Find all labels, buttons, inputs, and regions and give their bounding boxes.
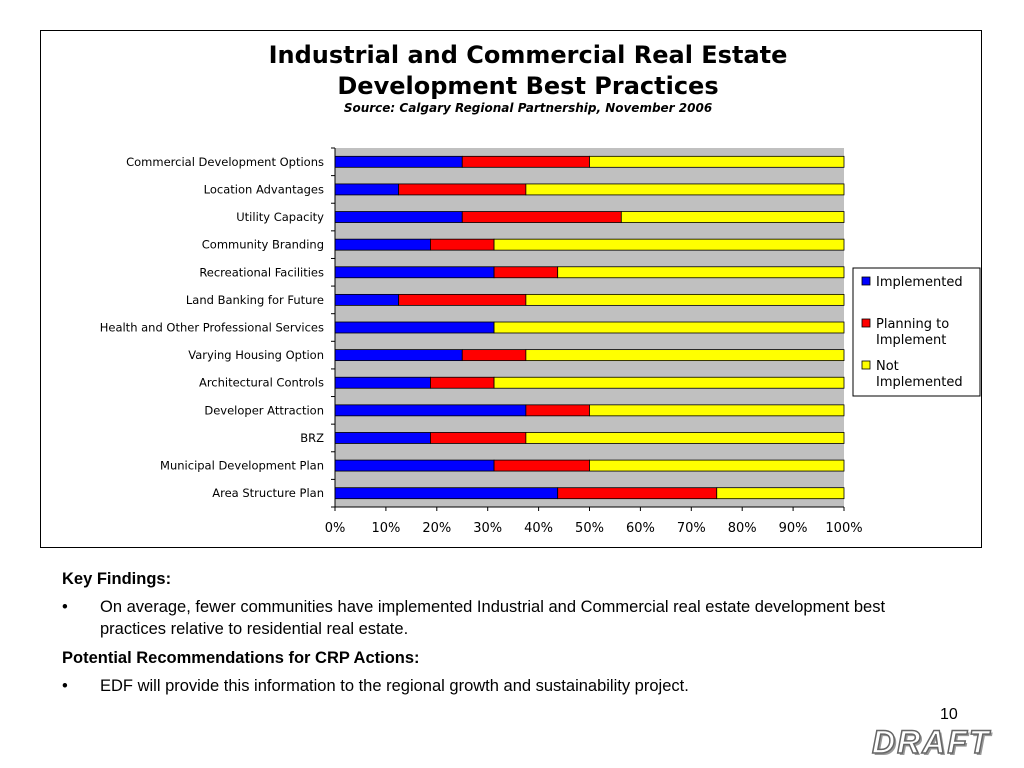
bar-segment <box>334 432 431 444</box>
category-label: Community Branding <box>202 238 324 252</box>
x-tick-label: 20% <box>422 521 451 536</box>
bar-segment <box>493 376 845 389</box>
bar-segment <box>398 183 527 196</box>
key-findings-heading: Key Findings: <box>62 570 172 588</box>
category-label: Municipal Development Plan <box>160 459 324 473</box>
bar-segment <box>525 349 845 362</box>
bullet-icon: • <box>62 677 68 695</box>
legend-label: Implemented <box>876 275 963 290</box>
recommendations-heading: Potential Recommendations for CRP Action… <box>62 649 420 667</box>
bar-segment <box>461 211 622 223</box>
legend-swatch <box>861 360 871 370</box>
x-tick-labels: 0% 10% 20% 30% 40% 50% 60% 70% 80% 90% 100% <box>325 521 863 536</box>
category-label: Land Banking for Future <box>186 293 324 307</box>
x-tick-label: 30% <box>473 521 502 536</box>
key-finding-text: On average, fewer communities have imple… <box>100 598 886 638</box>
bar-segment <box>525 404 590 417</box>
category-labels: Commercial Development Options Location A… <box>100 155 324 500</box>
category-label: Location Advantages <box>204 182 324 196</box>
chart-title: Industrial and Commercial Real Estate Dev… <box>269 41 788 100</box>
recommendation-item: • EDF will provide this information to t… <box>62 675 942 697</box>
bar-segment <box>525 293 845 306</box>
x-tick-label: 60% <box>626 521 655 536</box>
bar-segment <box>334 155 463 168</box>
bar-segment <box>334 211 463 223</box>
bar-segment <box>461 349 527 362</box>
bar-segment <box>493 266 559 279</box>
bar-segment <box>430 238 495 251</box>
legend-box <box>852 267 981 397</box>
axes <box>331 147 845 511</box>
legend-swatch <box>861 318 871 328</box>
category-label: Commercial Development Options <box>126 155 324 169</box>
x-tick-label: 100% <box>825 521 862 536</box>
bar-segment <box>525 183 845 196</box>
legend-label: Not <box>876 359 899 374</box>
bar-segment <box>334 321 495 334</box>
chart-title-line: Development Best Practices <box>337 72 718 100</box>
category-label: Architectural Controls <box>199 376 324 390</box>
x-tick-label: 50% <box>575 521 604 536</box>
draft-stamp: DRAFT <box>871 723 991 761</box>
x-tick-label: 0% <box>325 521 346 536</box>
category-label: BRZ <box>300 431 324 445</box>
bar-segment <box>398 293 527 306</box>
bar-segment <box>716 487 845 500</box>
bar-segment <box>620 211 845 223</box>
bar-marks <box>334 155 845 500</box>
category-label: Developer Attraction <box>204 403 324 417</box>
bar-segment <box>589 404 845 417</box>
bar-segment <box>334 183 400 196</box>
x-tick-label: 80% <box>728 521 757 536</box>
category-label: Varying Housing Option <box>188 348 324 362</box>
page-number: 10 <box>940 706 958 723</box>
legend-label: Implemented <box>876 375 963 390</box>
legend-swatch <box>861 276 871 286</box>
x-tick-label: 70% <box>677 521 706 536</box>
bar-segment <box>493 321 845 334</box>
bar-segment <box>334 487 559 500</box>
bar-segment <box>557 266 845 279</box>
key-finding-item: • On average, fewer communities have imp… <box>62 596 942 640</box>
bar-segment <box>334 459 495 472</box>
bar-segment <box>589 155 845 168</box>
category-label: Utility Capacity <box>236 210 324 224</box>
bullet-icon: • <box>62 598 68 616</box>
notes-section: Key Findings: • On average, fewer commun… <box>62 570 942 706</box>
bar-segment <box>334 349 463 362</box>
bar-segment <box>430 376 495 389</box>
bar-segment <box>334 266 495 279</box>
category-label: Recreational Facilities <box>199 265 324 279</box>
x-tick-label: 40% <box>524 521 553 536</box>
legend-label: Planning to <box>876 317 949 332</box>
legend-label: Implement <box>876 333 946 348</box>
chart-title-line: Industrial and Commercial Real Estate <box>269 41 788 69</box>
chart-subtitle: Source: Calgary Regional Partnership, No… <box>344 101 712 115</box>
bar-segment <box>334 404 527 417</box>
recommendation-text: EDF will provide this information to the… <box>100 677 689 695</box>
bar-segment <box>334 376 431 389</box>
bar-segment <box>461 155 590 168</box>
bar-segment <box>589 459 845 472</box>
bar-segment <box>334 293 400 306</box>
bar-segment <box>430 432 527 444</box>
bar-segment <box>493 459 590 472</box>
bar-segment <box>557 487 718 500</box>
x-tick-label: 90% <box>779 521 808 536</box>
x-tick-label: 10% <box>371 521 400 536</box>
category-label: Area Structure Plan <box>212 486 324 500</box>
category-label: Health and Other Professional Services <box>100 321 324 335</box>
bar-segment <box>525 432 845 444</box>
bar-segment <box>493 238 845 251</box>
bar-segment <box>334 238 431 251</box>
